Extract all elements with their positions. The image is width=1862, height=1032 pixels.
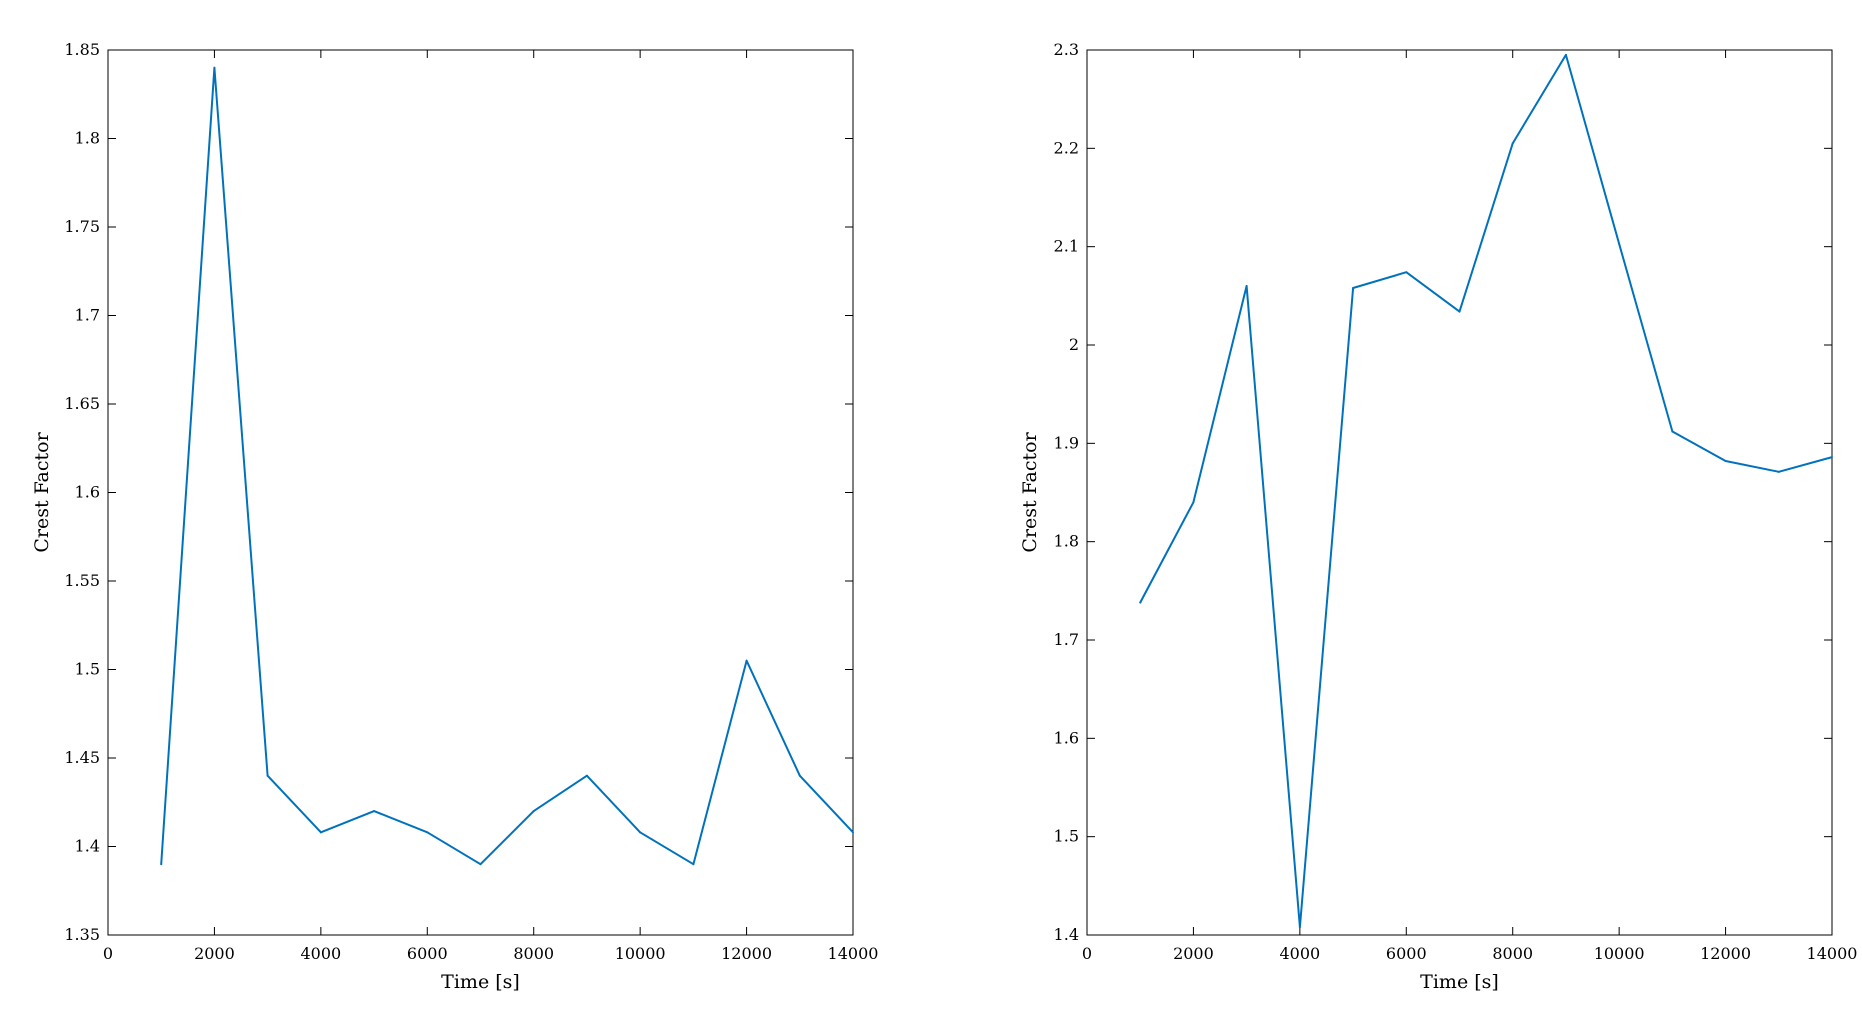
left-series-line [160,66,854,866]
left-y-tick-label: 1.45 [64,748,100,767]
left-x-tick-label: 2000 [194,944,235,963]
left-data-point [319,831,322,834]
right-data-point [1245,285,1248,287]
right-data-point [1458,310,1461,313]
left-data-point [479,863,482,866]
right-y-tick-label: 2.1 [1054,237,1079,256]
right-series [1139,53,1833,929]
left-y-tick-label: 1.85 [64,40,100,59]
left-y-tick-label: 1.6 [75,483,100,502]
right-y-axis-label: Crest Factor [1019,431,1041,552]
right-y-tick-label: 2.2 [1054,138,1079,157]
left-data-point [639,831,642,834]
right-x-axis-label: Time [s] [1420,971,1499,993]
right-data-point [1724,460,1727,463]
right-data-point [1352,286,1355,289]
right-y-tick-labels: 1.4 1.5 1.6 1.7 1.8 1.9 2 2.1 2.2 2.3 [1054,40,1079,944]
left-x-tick-label: 12000 [721,944,772,963]
right-ticks [1086,49,1833,936]
left-data-point [373,810,376,813]
right-x-tick-label: 8000 [1492,944,1533,963]
right-y-tick-label: 2 [1069,335,1079,354]
right-data-point [1671,430,1674,433]
left-y-tick-labels: 1.35 1.4 1.45 1.5 1.55 1.6 1.65 1.7 1.75 1.8 1.85 [64,40,100,944]
left-y-tick-label: 1.65 [64,394,100,413]
left-y-tick-label: 1.5 [75,660,100,679]
right-data-point [1405,271,1408,274]
left-y-tick-label: 1.8 [75,129,100,148]
right-data-point [1139,601,1142,604]
right-data-point [1564,53,1567,56]
left-data-point [798,774,801,777]
left-y-tick-label: 1.55 [64,571,100,590]
left-plot-frame [107,49,854,936]
left-ticks [107,49,854,936]
right-data-point [1777,470,1780,473]
right-x-tick-label: 6000 [1386,944,1427,963]
right-x-tick-labels: 0 2000 4000 6000 8000 10000 12000 14000 [1082,944,1858,963]
right-y-tick-label: 1.8 [1054,532,1079,551]
left-data-point [585,774,588,777]
right-x-tick-label: 12000 [1700,944,1751,963]
right-y-tick-label: 1.6 [1054,728,1079,747]
left-y-tick-label: 1.7 [75,306,100,325]
left-x-tick-labels: 0 2000 4000 6000 8000 10000 12000 14000 [103,944,879,963]
left-data-point [532,810,535,813]
right-x-tick-label: 0 [1082,944,1092,963]
left-data-point [213,66,216,69]
left-x-tick-label: 14000 [828,944,879,963]
left-data-point [426,831,429,834]
left-y-tick-label: 1.35 [64,925,100,944]
left-data-point [266,774,269,777]
right-y-tick-label: 2.3 [1054,40,1079,59]
right-x-tick-label: 14000 [1807,944,1858,963]
left-data-point [745,659,748,662]
right-y-tick-label: 1.9 [1054,433,1079,452]
right-x-tick-label: 4000 [1279,944,1320,963]
left-data-point [692,863,695,866]
right-data-point [1192,501,1195,504]
right-y-tick-label: 1.4 [1054,925,1079,944]
left-series [160,66,854,866]
left-x-tick-label: 0 [103,944,113,963]
right-y-tick-label: 1.7 [1054,630,1079,649]
right-series-line [1139,53,1833,929]
left-y-tick-label: 1.4 [75,837,100,856]
right-chart: 0 2000 4000 6000 8000 10000 12000 14000 1.41.51… [1019,40,1857,993]
left-data-point [852,831,854,834]
right-x-tick-label: 10000 [1594,944,1645,963]
right-x-tick-label: 2000 [1173,944,1214,963]
right-plot-frame [1086,49,1833,936]
left-x-tick-label: 6000 [407,944,448,963]
left-x-tick-label: 10000 [615,944,666,963]
right-y-tick-label: 1.5 [1054,827,1079,846]
right-data-point [1618,242,1621,245]
left-x-axis-label: Time [s] [441,971,520,993]
right-data-point [1831,456,1833,459]
right-data-point [1511,142,1514,145]
left-chart: 0 2000 4000 6000 8000 10000 12000 14000 1.35 1.4… [31,40,878,993]
left-x-tick-label: 4000 [300,944,341,963]
left-y-tick-label: 1.75 [64,217,100,236]
left-data-point [160,863,163,866]
right-data-point [1298,926,1301,929]
left-y-axis-label: Crest Factor [31,431,53,552]
left-x-tick-label: 8000 [513,944,554,963]
